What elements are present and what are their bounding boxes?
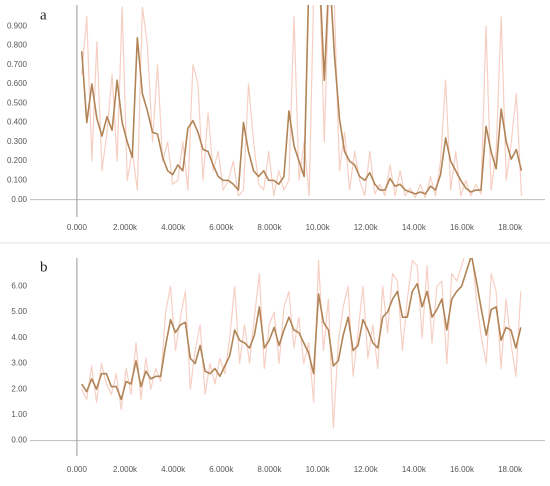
x-tick-label: 10.00k	[306, 465, 331, 474]
y-tick-label: 6.00	[11, 281, 27, 290]
plot-area	[80, 5, 523, 199]
y-tick-label: 0.200	[7, 156, 28, 165]
x-tick-label: 16.00k	[450, 465, 475, 474]
x-tick-label: 6.000k	[209, 465, 234, 474]
x-tick-label: 14.00k	[402, 223, 427, 232]
y-tick-label: 1.00	[11, 410, 27, 419]
y-tick-label: 0.700	[7, 60, 28, 69]
x-tick-label: 12.00k	[354, 223, 379, 232]
y-tick-label: 5.00	[11, 307, 27, 316]
x-tick-label: 10.00k	[306, 223, 331, 232]
y-tick-label: 0.900	[7, 21, 28, 30]
x-tick-label: 2.000k	[113, 465, 138, 474]
y-tick-label: 0.00	[11, 195, 27, 204]
y-tick-label: 0.400	[7, 118, 28, 127]
x-tick-label: 12.00k	[354, 465, 379, 474]
y-tick-label: 4.00	[11, 333, 27, 342]
x-tick-label: 18.00k	[498, 223, 523, 232]
y-tick-label: 0.500	[7, 98, 28, 107]
x-tick-label: 18.00k	[498, 465, 523, 474]
panel-label: b	[40, 259, 48, 275]
x-tick-label: 16.00k	[450, 223, 475, 232]
smoothed-line	[80, 5, 523, 195]
x-tick-label: 8.000k	[257, 223, 282, 232]
y-tick-label: 3.00	[11, 359, 27, 368]
panel-label: a	[40, 7, 47, 23]
x-tick-label: 14.00k	[402, 465, 427, 474]
x-tick-label: 4.000k	[161, 223, 186, 232]
raw-line	[81, 5, 523, 199]
x-tick-label: 2.000k	[113, 223, 138, 232]
y-tick-label: 0.100	[7, 175, 28, 184]
x-tick-label: 4.000k	[161, 465, 186, 474]
x-tick-label: 6.000k	[209, 223, 234, 232]
x-tick-label: 0.000	[67, 465, 88, 474]
y-tick-label: 2.00	[11, 384, 27, 393]
plot-area	[81, 258, 522, 429]
y-tick-label: 0.800	[7, 41, 28, 50]
raw-line	[81, 258, 522, 429]
x-tick-label: 8.000k	[257, 465, 282, 474]
smoothed-line	[81, 258, 522, 401]
y-tick-label: 0.300	[7, 137, 28, 146]
y-tick-label: 0.00	[11, 436, 27, 445]
y-tick-label: 0.600	[7, 79, 28, 88]
x-tick-label: 0.000	[67, 223, 88, 232]
